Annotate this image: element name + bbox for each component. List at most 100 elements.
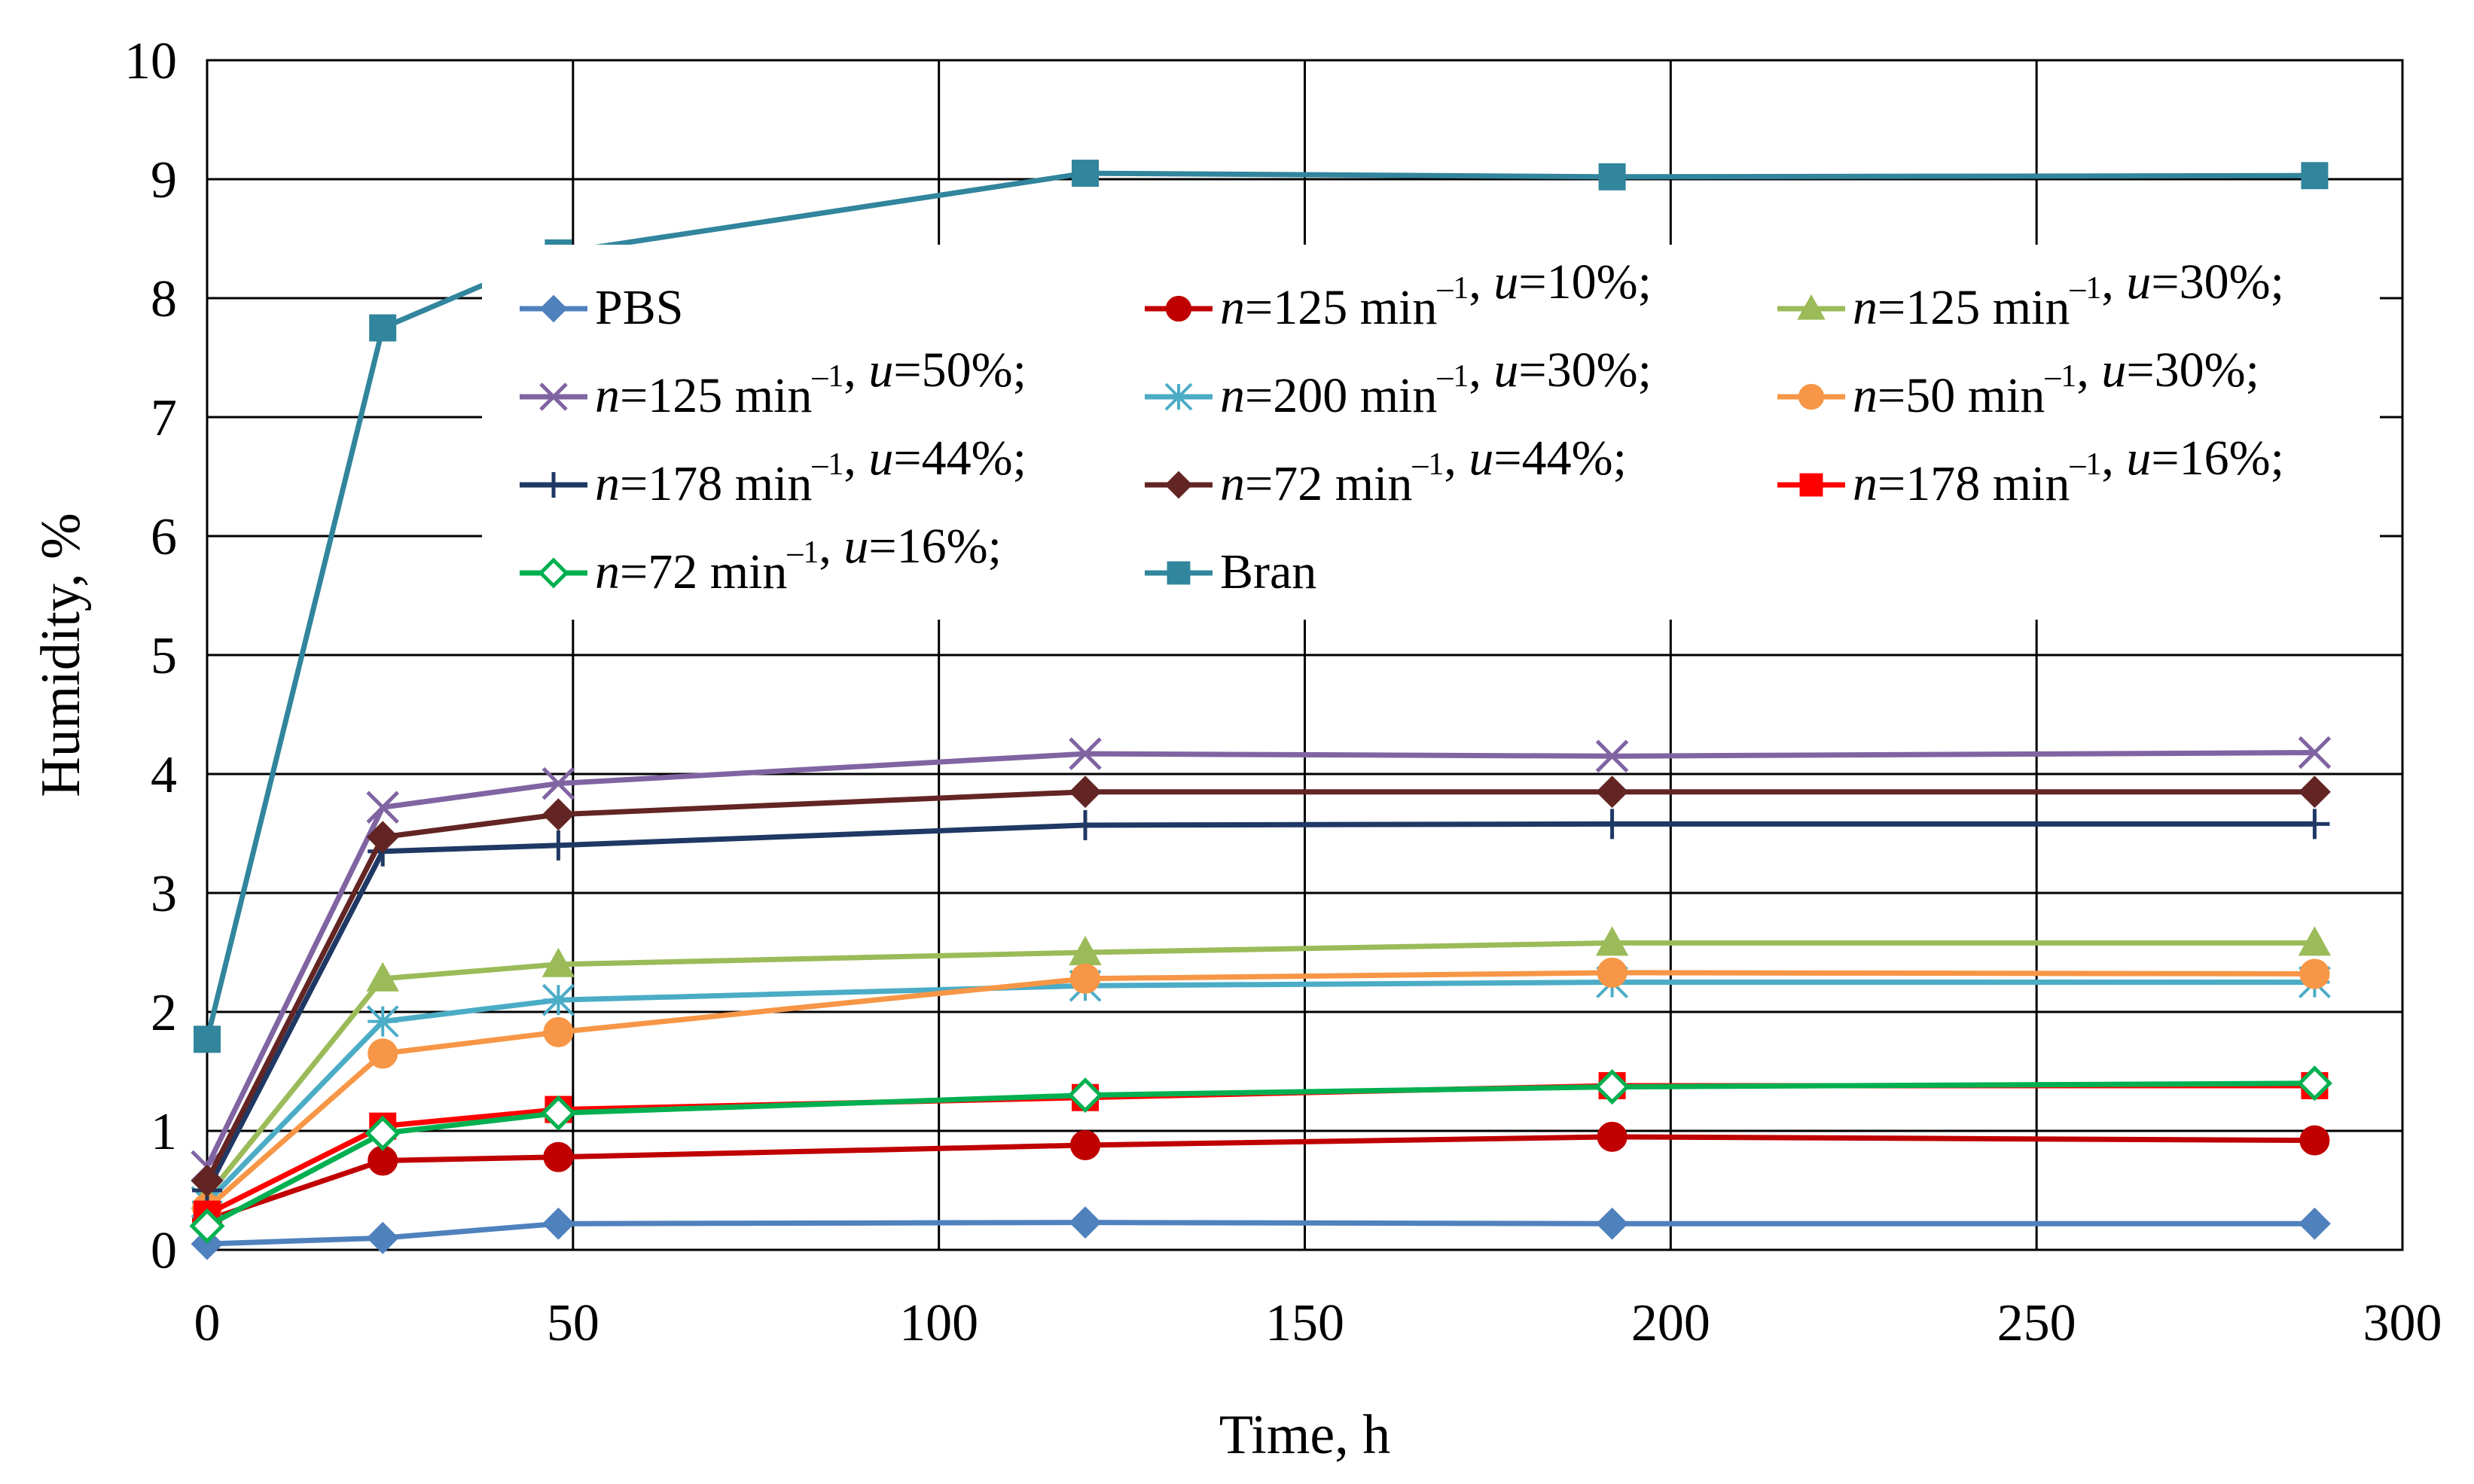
legend-swatch-marker xyxy=(1799,473,1823,497)
data-point xyxy=(541,1207,575,1240)
data-point xyxy=(541,983,575,1016)
series-line xyxy=(205,940,2315,1199)
legend-entry: n=72 min–1, u=44%; xyxy=(1145,431,1627,511)
series-line xyxy=(204,821,2315,1192)
data-point xyxy=(1069,737,1102,770)
legend-label: n=50 min–1, u=30%; xyxy=(1853,343,2259,423)
series-line xyxy=(204,789,2315,1182)
data-point xyxy=(1070,1129,1100,1160)
data-point xyxy=(541,766,575,800)
data-point xyxy=(543,1141,574,1172)
y-tick-label: 2 xyxy=(151,984,177,1042)
legend-swatch-marker xyxy=(1165,295,1192,322)
y-tick-label: 3 xyxy=(151,865,177,923)
data-point xyxy=(365,1115,401,1151)
y-tick-label: 1 xyxy=(151,1103,177,1161)
legend-entry: n=125 min–1, u=30%; xyxy=(1777,254,2284,335)
data-point xyxy=(366,961,399,992)
legend-swatch-marker xyxy=(538,557,569,589)
legend-entry: n=125 min–1, u=10%; xyxy=(1145,254,1652,335)
data-point xyxy=(541,947,575,977)
series-9 xyxy=(189,1065,2332,1244)
data-point xyxy=(540,1095,576,1131)
legend-swatch-marker xyxy=(541,472,566,498)
legend-entry: n=72 min–1, u=16%; xyxy=(520,519,1002,599)
legend-label: n=72 min–1, u=44%; xyxy=(1220,431,1627,511)
legend-label: PBS xyxy=(595,280,683,335)
data-point xyxy=(2298,736,2332,769)
data-point xyxy=(1067,1077,1103,1114)
data-point xyxy=(1597,809,1627,840)
legend-swatch-marker xyxy=(1797,294,1826,320)
legend-entry: n=178 min–1, u=16%; xyxy=(1777,431,2284,511)
y-tick-label: 5 xyxy=(151,627,177,685)
y-tick-label: 4 xyxy=(151,746,177,804)
series-line xyxy=(205,980,2315,1205)
series-line xyxy=(205,970,2315,1211)
data-point xyxy=(2301,162,2329,190)
data-point xyxy=(2296,1065,2332,1102)
data-point xyxy=(1069,776,1102,809)
legend-entry: n=200 min–1, u=30%; xyxy=(1145,343,1652,423)
y-tick-label: 9 xyxy=(151,151,177,209)
data-point xyxy=(2299,809,2330,840)
data-point xyxy=(1597,1121,1627,1152)
data-point xyxy=(541,798,575,831)
legend-label: n=125 min–1, u=50%; xyxy=(595,343,1027,423)
data-point xyxy=(369,314,397,342)
data-point xyxy=(2298,776,2331,809)
series-5 xyxy=(192,957,2330,1223)
data-point xyxy=(366,791,399,824)
legend-entry: n=50 min–1, u=30%; xyxy=(1777,343,2259,423)
legend-swatch-marker xyxy=(539,294,568,323)
data-point xyxy=(2299,1125,2330,1156)
x-tick-label: 100 xyxy=(899,1294,978,1352)
series-0 xyxy=(191,1206,2331,1260)
x-tick-label: 150 xyxy=(1265,1294,1344,1352)
data-point xyxy=(2298,926,2332,956)
data-point xyxy=(543,830,574,861)
x-tick-label: 250 xyxy=(1997,1294,2076,1352)
data-point xyxy=(1598,163,1626,190)
legend-swatch-marker xyxy=(1167,561,1191,585)
legend-swatch-marker xyxy=(1798,383,1825,410)
legend-entry: Bran xyxy=(1145,544,1316,599)
y-tick-label: 7 xyxy=(151,389,177,447)
x-tick-label: 200 xyxy=(1631,1294,1710,1352)
series-lines xyxy=(189,160,2332,1260)
legend-swatch-marker xyxy=(1164,471,1193,499)
series-line xyxy=(206,1134,2315,1223)
x-axis-title: Time, h xyxy=(1219,1404,1391,1466)
legend-label: n=72 min–1, u=16%; xyxy=(595,519,1002,599)
data-point xyxy=(1594,1069,1631,1105)
data-point xyxy=(1596,1207,1629,1240)
data-point xyxy=(366,821,399,854)
y-tick-label: 0 xyxy=(151,1222,177,1280)
legend-label: n=178 min–1, u=44%; xyxy=(595,431,1027,511)
data-point xyxy=(191,1227,224,1260)
data-point xyxy=(1595,926,1629,956)
data-point xyxy=(1070,809,1100,840)
data-point xyxy=(1597,957,1627,988)
data-point xyxy=(366,1005,399,1038)
series-line xyxy=(206,1080,2315,1229)
legend-label: n=178 min–1, u=16%; xyxy=(1853,431,2284,511)
data-point xyxy=(366,1221,399,1254)
legend-swatch-marker xyxy=(1164,382,1193,411)
data-point xyxy=(2299,958,2330,989)
y-tick-label: 10 xyxy=(124,32,177,90)
y-tick-label: 8 xyxy=(151,270,177,328)
legend-background xyxy=(482,245,2380,620)
series-line xyxy=(206,1220,2315,1247)
series-line xyxy=(204,750,2315,1168)
legend-swatch-marker xyxy=(539,382,568,411)
data-point xyxy=(1595,739,1629,773)
y-axis-title: Humidity, % xyxy=(30,513,92,797)
data-point xyxy=(194,1025,221,1053)
legend-label: Bran xyxy=(1220,544,1316,599)
legend: PBS n=125 min–1, u=10%; n=125 min–1, u=30%… xyxy=(482,245,2380,620)
